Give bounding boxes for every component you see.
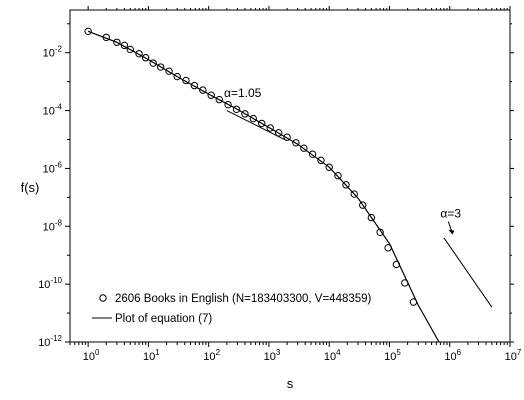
data-point [232, 105, 241, 114]
data-point [367, 213, 376, 222]
x-tick-label: 107 [505, 348, 522, 363]
x-tick-label: 102 [203, 348, 220, 363]
data-point [266, 124, 274, 132]
data-point [84, 27, 92, 36]
data-point [215, 95, 223, 104]
data-point [325, 163, 333, 171]
slope-arrowhead [448, 229, 455, 235]
data-point [308, 150, 317, 158]
data-point [165, 67, 173, 75]
series-layer [84, 27, 440, 343]
x-tick-label: 104 [324, 348, 341, 363]
data-point [241, 110, 249, 118]
x-tick-label: 103 [264, 348, 281, 363]
slope-reference-line [226, 110, 288, 142]
y-tick-label: 10-4 [43, 103, 63, 118]
data-point [157, 63, 165, 71]
equation-7-curve [87, 30, 440, 343]
x-tick-label: 100 [83, 348, 100, 363]
data-point [292, 139, 300, 147]
x-tick-label: 106 [444, 348, 461, 363]
data-point [141, 54, 150, 62]
data-point [359, 201, 367, 209]
data-point [224, 100, 232, 109]
data-point [207, 91, 215, 99]
data-point [135, 50, 143, 58]
slope-reference-line [443, 237, 493, 308]
data-point [249, 114, 257, 123]
legend-marker-books [99, 294, 107, 302]
data-point [317, 156, 325, 165]
data-point [334, 172, 342, 180]
legend: 2606 Books in English (N=183403300, V=44… [92, 293, 372, 325]
x-tick-label: 101 [143, 348, 160, 363]
data-point [149, 59, 157, 67]
data-point [350, 190, 358, 198]
data-point [190, 81, 199, 90]
legend-label-equation: Plot of equation (7) [115, 313, 212, 325]
data-point [199, 86, 207, 94]
data-point [126, 45, 134, 54]
data-point [173, 72, 181, 81]
y-tick-label: 10-12 [38, 334, 62, 349]
y-tick-label: 10-10 [38, 276, 62, 291]
x-tick-label: 105 [384, 348, 401, 363]
data-point [113, 38, 121, 46]
slope-label: α=1.05 [224, 86, 262, 100]
legend-label-books: 2606 Books in English (N=183403300, V=44… [115, 293, 372, 305]
y-tick-label: 10-2 [43, 45, 63, 60]
data-point [274, 129, 283, 137]
x-axis-ticks: 100 101 102 103 104 105 106 107 [69, 6, 522, 363]
data-point [258, 119, 266, 128]
data-point [182, 76, 190, 85]
slope-label: α=3 [440, 207, 461, 221]
y-axis-label: f(s) [21, 180, 40, 195]
x-axis-label: s [287, 376, 294, 391]
y-axis-ticks: 10-2 10-4 10-6 10-8 10-10 10-12 [38, 23, 514, 349]
data-point [300, 144, 308, 152]
data-point [342, 181, 350, 189]
y-tick-label: 10-6 [43, 160, 63, 175]
annotation-layer: α=1.05 α=3 [224, 86, 493, 308]
plot-frame [69, 9, 511, 343]
y-tick-label: 10-8 [43, 218, 63, 233]
